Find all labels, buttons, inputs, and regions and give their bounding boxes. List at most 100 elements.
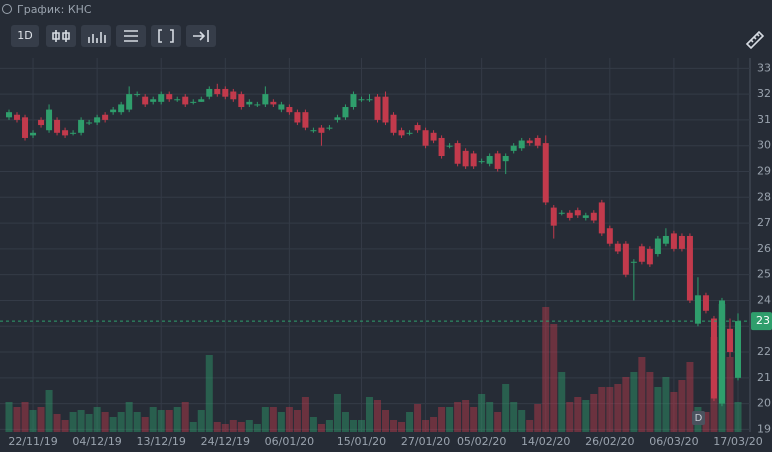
volume-bar xyxy=(101,412,109,432)
volume-bar xyxy=(598,387,606,432)
candle-body xyxy=(494,153,501,169)
volume-bar xyxy=(702,412,710,432)
y-tick-label: 29 xyxy=(757,164,771,177)
volume-bar xyxy=(301,397,309,432)
candle-body xyxy=(558,212,565,214)
candle-body xyxy=(550,207,557,226)
volume-bar xyxy=(526,420,534,432)
candle-body xyxy=(102,114,109,120)
volume-bar xyxy=(446,407,454,432)
candle-body xyxy=(150,99,157,102)
y-tick-label: 25 xyxy=(757,268,771,281)
candle-body xyxy=(438,137,445,157)
volume-bar xyxy=(333,394,341,432)
volume-bar xyxy=(237,422,245,432)
interval-label[interactable]: 1D xyxy=(17,29,32,42)
volume-bar xyxy=(293,410,301,432)
candle-body xyxy=(606,228,613,244)
x-tick-label: 05/02/20 xyxy=(457,435,506,448)
x-tick-label: 04/12/19 xyxy=(72,435,121,448)
candle-body xyxy=(726,328,733,353)
candle-body xyxy=(118,104,125,113)
volume-bar xyxy=(149,407,157,432)
candle-body xyxy=(598,202,605,234)
y-tick-label: 28 xyxy=(757,190,771,203)
candle-body xyxy=(446,145,453,147)
volume-bar xyxy=(406,412,414,432)
candle-body xyxy=(566,212,573,218)
candle-body xyxy=(318,127,325,133)
y-tick-label: 21 xyxy=(757,371,771,384)
volume-bar xyxy=(582,400,590,432)
volume-bar xyxy=(398,422,406,432)
candle-body xyxy=(398,130,405,136)
volume-bar xyxy=(606,387,614,432)
candle-body xyxy=(30,132,37,136)
volume-bar xyxy=(422,420,430,432)
x-tick-label: 06/01/20 xyxy=(265,435,314,448)
volume-bar xyxy=(454,402,462,432)
volume-bar xyxy=(309,417,317,432)
volume-bar xyxy=(157,410,165,432)
candle-body xyxy=(638,246,645,262)
volume-bar xyxy=(349,420,357,432)
x-tick-label: 06/03/20 xyxy=(649,435,698,448)
candle-body xyxy=(286,107,293,113)
y-tick-label: 32 xyxy=(757,87,771,100)
volume-bar xyxy=(382,410,390,432)
candle-body xyxy=(526,140,533,144)
volume-bar xyxy=(13,407,21,432)
volume-bar xyxy=(165,410,173,432)
volume-bar xyxy=(269,407,277,432)
volume-bar xyxy=(21,402,29,432)
candle-body xyxy=(86,122,93,124)
candle-body xyxy=(382,96,389,123)
candle-body xyxy=(54,119,61,133)
candles-button[interactable] xyxy=(46,25,76,47)
last-price-label: 23 xyxy=(756,314,770,327)
volume-bar xyxy=(125,402,133,432)
volume-bar xyxy=(534,404,542,432)
candle-body xyxy=(694,295,701,324)
candle-body xyxy=(534,137,541,146)
candle-body xyxy=(294,112,301,123)
volume-bar xyxy=(430,417,438,432)
candle-body xyxy=(6,112,12,118)
volume-bar xyxy=(93,407,101,432)
volume-bar xyxy=(277,412,285,432)
ruler-icon[interactable] xyxy=(745,30,765,50)
volume-bar xyxy=(614,384,622,432)
y-tick-label: 26 xyxy=(757,242,771,255)
volume-bar xyxy=(662,377,670,432)
candle-body xyxy=(582,215,589,218)
bars-button[interactable] xyxy=(81,25,111,47)
candle-body xyxy=(406,132,413,134)
candle-body xyxy=(486,156,493,164)
candle-body xyxy=(326,127,333,129)
chart-title: График: КНС xyxy=(17,3,92,16)
x-tick-label: 27/01/20 xyxy=(401,435,450,448)
volume-bar xyxy=(5,402,13,432)
candle-body xyxy=(166,94,173,100)
volume-bar xyxy=(670,392,678,432)
candle-layer xyxy=(6,83,741,407)
candle-body xyxy=(518,140,525,149)
last-price-badge xyxy=(751,312,772,331)
volume-bar xyxy=(29,410,37,432)
volume-bar xyxy=(85,414,93,432)
candle-body xyxy=(414,125,421,131)
candle-body xyxy=(390,114,397,133)
fit-button[interactable] xyxy=(151,25,181,47)
candle-body xyxy=(454,143,461,164)
volume-bar xyxy=(558,372,566,432)
interval-button[interactable] xyxy=(11,25,39,47)
candle-body xyxy=(302,112,309,128)
volume-layer xyxy=(5,304,742,432)
candle-body xyxy=(278,104,285,110)
candle-body xyxy=(350,94,357,108)
volume-bar xyxy=(317,424,325,432)
volume-bar xyxy=(462,400,470,432)
candle-body xyxy=(206,88,213,97)
volume-bar xyxy=(486,402,494,432)
volume-bar xyxy=(686,362,694,432)
